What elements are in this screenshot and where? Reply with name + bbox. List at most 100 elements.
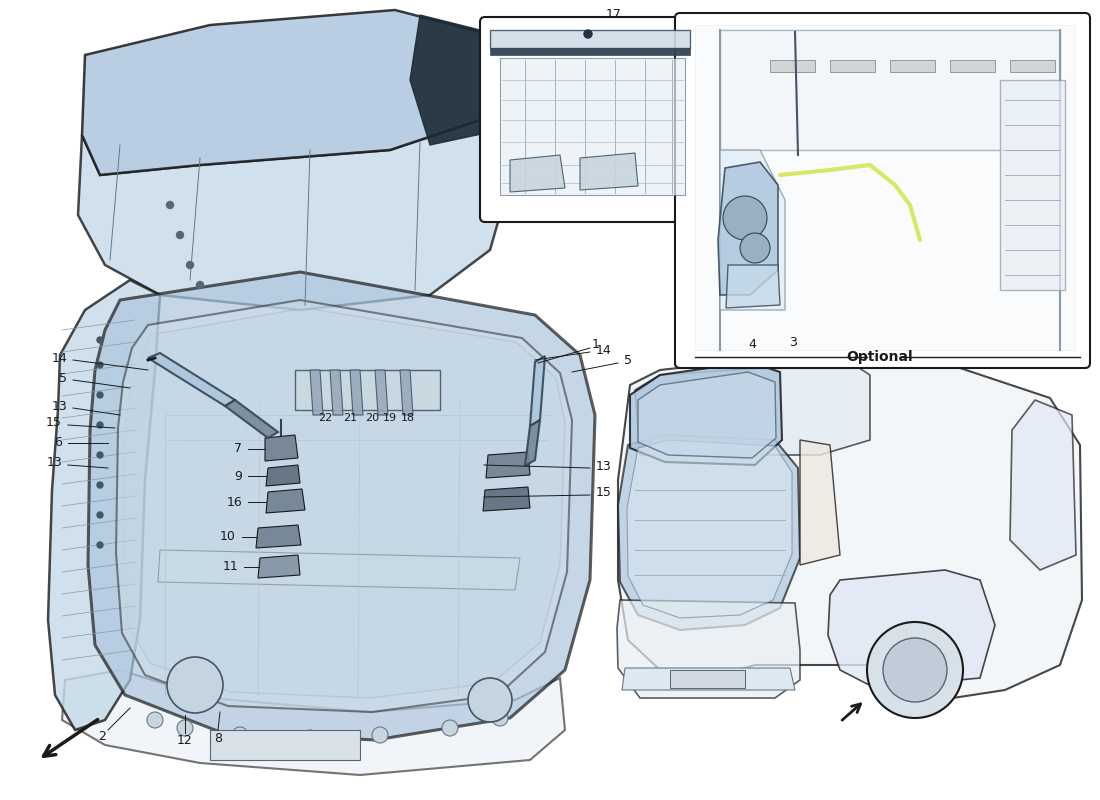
Polygon shape (500, 58, 685, 195)
Polygon shape (490, 30, 690, 48)
Polygon shape (48, 280, 160, 730)
Text: 16: 16 (227, 495, 242, 509)
Polygon shape (695, 25, 1075, 350)
Text: Optional: Optional (847, 350, 913, 364)
Circle shape (97, 337, 103, 343)
Polygon shape (258, 555, 300, 578)
Text: 20: 20 (365, 413, 380, 423)
Circle shape (232, 727, 248, 743)
Polygon shape (617, 600, 800, 698)
Text: 15: 15 (46, 417, 62, 430)
Polygon shape (1000, 80, 1065, 290)
Polygon shape (890, 60, 935, 72)
Polygon shape (635, 362, 870, 455)
Circle shape (468, 678, 512, 722)
Polygon shape (490, 48, 690, 55)
Circle shape (442, 720, 458, 736)
Polygon shape (638, 372, 776, 458)
Circle shape (177, 720, 192, 736)
Circle shape (166, 202, 174, 209)
Polygon shape (720, 150, 785, 310)
Polygon shape (350, 370, 363, 415)
Polygon shape (1010, 400, 1076, 570)
Text: 15: 15 (596, 486, 612, 499)
Circle shape (167, 657, 223, 713)
Polygon shape (530, 356, 544, 426)
Polygon shape (310, 370, 323, 415)
Polygon shape (800, 440, 840, 565)
Circle shape (867, 622, 962, 718)
Polygon shape (580, 153, 638, 190)
Circle shape (97, 452, 103, 458)
Circle shape (492, 710, 508, 726)
Polygon shape (726, 265, 780, 308)
Polygon shape (78, 120, 510, 310)
Circle shape (187, 262, 194, 269)
Polygon shape (210, 730, 360, 760)
Text: 14: 14 (52, 351, 67, 365)
Polygon shape (483, 487, 530, 511)
Polygon shape (828, 570, 996, 688)
Text: 8: 8 (214, 731, 222, 745)
Circle shape (97, 482, 103, 488)
Polygon shape (62, 670, 565, 775)
Text: 14: 14 (596, 343, 612, 357)
Polygon shape (265, 435, 298, 461)
Text: 19: 19 (383, 413, 397, 423)
Polygon shape (525, 420, 540, 466)
Polygon shape (266, 489, 305, 513)
Polygon shape (486, 452, 530, 478)
Polygon shape (618, 435, 800, 630)
Polygon shape (630, 362, 782, 465)
Text: 3: 3 (789, 335, 796, 349)
Polygon shape (410, 15, 540, 145)
Text: 1: 1 (592, 338, 600, 351)
Polygon shape (670, 670, 745, 688)
Polygon shape (1010, 60, 1055, 72)
Circle shape (147, 712, 163, 728)
Text: 13: 13 (46, 457, 62, 470)
Polygon shape (226, 400, 278, 438)
Circle shape (97, 542, 103, 548)
Text: PartsFan: PartsFan (114, 359, 526, 561)
Polygon shape (256, 525, 301, 548)
Circle shape (97, 512, 103, 518)
Polygon shape (621, 668, 795, 690)
Text: 7: 7 (234, 442, 242, 455)
Circle shape (197, 282, 204, 289)
Circle shape (584, 30, 592, 38)
Text: 17: 17 (606, 9, 621, 22)
Text: 12: 12 (177, 734, 192, 747)
Text: genuine parts since 1954: genuine parts since 1954 (197, 466, 524, 594)
Text: 9: 9 (234, 470, 242, 482)
Polygon shape (158, 550, 520, 590)
Polygon shape (618, 358, 1082, 700)
Polygon shape (720, 30, 1060, 150)
FancyBboxPatch shape (480, 17, 700, 222)
Text: 22: 22 (318, 413, 332, 423)
Polygon shape (375, 370, 388, 415)
Text: 13: 13 (596, 459, 612, 473)
Circle shape (302, 730, 318, 746)
Circle shape (97, 422, 103, 428)
Polygon shape (330, 370, 343, 415)
Polygon shape (88, 272, 595, 740)
Text: 21: 21 (343, 413, 358, 423)
Text: 5: 5 (624, 354, 632, 367)
Text: 13: 13 (52, 399, 67, 413)
Text: 10: 10 (220, 530, 236, 543)
Text: 5: 5 (59, 371, 67, 385)
Polygon shape (627, 440, 792, 618)
Circle shape (176, 231, 184, 238)
Text: 11: 11 (222, 561, 238, 574)
FancyBboxPatch shape (675, 13, 1090, 368)
Polygon shape (950, 60, 996, 72)
Polygon shape (400, 370, 412, 415)
Text: 2: 2 (98, 730, 106, 743)
Polygon shape (148, 353, 235, 406)
Text: 18: 18 (400, 413, 415, 423)
Circle shape (372, 727, 388, 743)
Text: 4: 4 (748, 338, 756, 351)
Circle shape (740, 233, 770, 263)
Circle shape (883, 638, 947, 702)
